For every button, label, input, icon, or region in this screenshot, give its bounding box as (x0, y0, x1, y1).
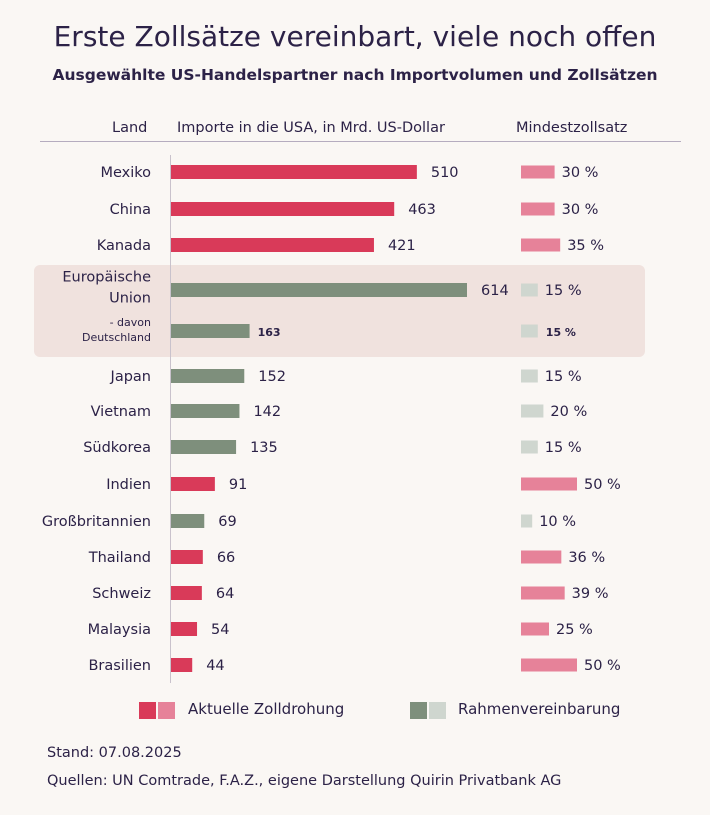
legend-threat-swatch-dark (139, 702, 156, 719)
tariff-bar (521, 202, 555, 216)
footer-stand: Stand: 07.08.2025 (47, 745, 182, 761)
tariff-bar (521, 586, 565, 600)
legend-deal-swatch-light (429, 702, 446, 719)
header-rule (40, 141, 681, 142)
tariff-value-label: 36 % (568, 550, 605, 566)
tariff-bar (521, 404, 544, 418)
category-label: Thailand (88, 550, 151, 566)
import-value-label: 66 (217, 550, 235, 566)
tariff-bar (521, 238, 561, 252)
import-bar (171, 238, 374, 252)
import-bar (171, 440, 237, 454)
tariff-value-label: 30 % (562, 165, 599, 181)
import-bar (171, 586, 202, 600)
header-imports: Importe in die USA, in Mrd. US-Dollar (177, 120, 445, 136)
tariff-value-label: 15 % (545, 440, 582, 456)
tariff-value-label: 35 % (567, 238, 604, 254)
import-value-label: 54 (211, 622, 229, 638)
category-label: Vietnam (91, 404, 151, 420)
category-label: Malaysia (88, 622, 151, 638)
footer-source: Quellen: UN Comtrade, F.A.Z., eigene Dar… (47, 773, 562, 789)
tariff-value-label: 39 % (572, 586, 609, 602)
legend-threat-label: Aktuelle Zolldrohung (188, 700, 345, 718)
import-bar (171, 324, 250, 338)
legend-threat-swatch-light (158, 702, 175, 719)
tariff-value-label: 50 % (584, 477, 621, 493)
tariff-value-label: 15 % (546, 326, 576, 339)
import-bar (171, 622, 198, 636)
category-label: Südkorea (83, 440, 151, 456)
legend-deal-swatch-dark (410, 702, 427, 719)
tariff-value-label: 15 % (545, 369, 582, 385)
category-label: China (110, 202, 151, 218)
import-value-label: 64 (216, 586, 234, 602)
eu-highlight-box (34, 265, 645, 357)
category-label: Kanada (97, 238, 151, 254)
category-label: Schweiz (92, 586, 151, 602)
import-value-label: 44 (206, 658, 224, 674)
tariff-value-label: 25 % (556, 622, 593, 638)
import-bar (171, 514, 205, 528)
import-value-label: 510 (431, 165, 459, 181)
category-label: Großbritannien (42, 514, 151, 530)
tariff-value-label: 50 % (584, 658, 621, 674)
category-label: Europäische Union (62, 270, 151, 307)
category-label: Indien (106, 477, 151, 493)
import-value-label: 421 (388, 238, 416, 254)
import-value-label: 91 (229, 477, 247, 493)
import-value-label: 152 (258, 369, 286, 385)
tariff-bar (521, 658, 577, 672)
import-bar (171, 165, 417, 179)
import-bar (171, 404, 240, 418)
legend-deal-label: Rahmenvereinbarung (458, 700, 621, 718)
import-value-label: 463 (408, 202, 436, 218)
category-label: Japan (110, 369, 151, 385)
tariff-bar (521, 283, 538, 297)
category-label: Brasilien (88, 658, 151, 674)
chart-subtitle: Ausgewählte US-Handelspartner nach Impor… (52, 66, 658, 84)
tariff-bar (521, 440, 538, 454)
import-bar (171, 369, 245, 383)
category-label: Mexiko (100, 165, 151, 181)
tariff-bar (521, 550, 562, 564)
import-bar (171, 550, 203, 564)
header-land: Land (112, 120, 148, 136)
import-bar (171, 658, 193, 672)
tariff-bar (521, 622, 549, 636)
tariff-value-label: 15 % (545, 283, 582, 299)
import-value-label: 135 (250, 440, 278, 456)
header-tariff: Mindestzollsatz (516, 120, 628, 136)
tariff-bar (521, 514, 533, 528)
chart-canvas: Mexiko 510 30 % China 463 30 % Kanada 421 35 % Eu… (42, 165, 621, 674)
import-bar (171, 202, 395, 216)
tariff-value-label: 30 % (562, 202, 599, 218)
tariff-bar (521, 324, 538, 338)
import-bar (171, 477, 215, 491)
import-bar (171, 283, 467, 297)
tariff-bar (521, 369, 538, 383)
import-value-label: 163 (258, 326, 281, 339)
chart-title: Erste Zollsätze vereinbart, viele noch o… (53, 20, 657, 53)
import-value-label: 614 (481, 283, 509, 299)
tariff-bar (521, 477, 577, 491)
tariff-value-label: 20 % (550, 404, 587, 420)
tariff-value-label: 10 % (539, 514, 576, 530)
import-value-label: 69 (218, 514, 236, 530)
tariff-bar (521, 165, 555, 179)
bar-axis-line (170, 155, 171, 683)
import-value-label: 142 (253, 404, 281, 420)
category-label: - davon Deutschland (82, 316, 151, 344)
